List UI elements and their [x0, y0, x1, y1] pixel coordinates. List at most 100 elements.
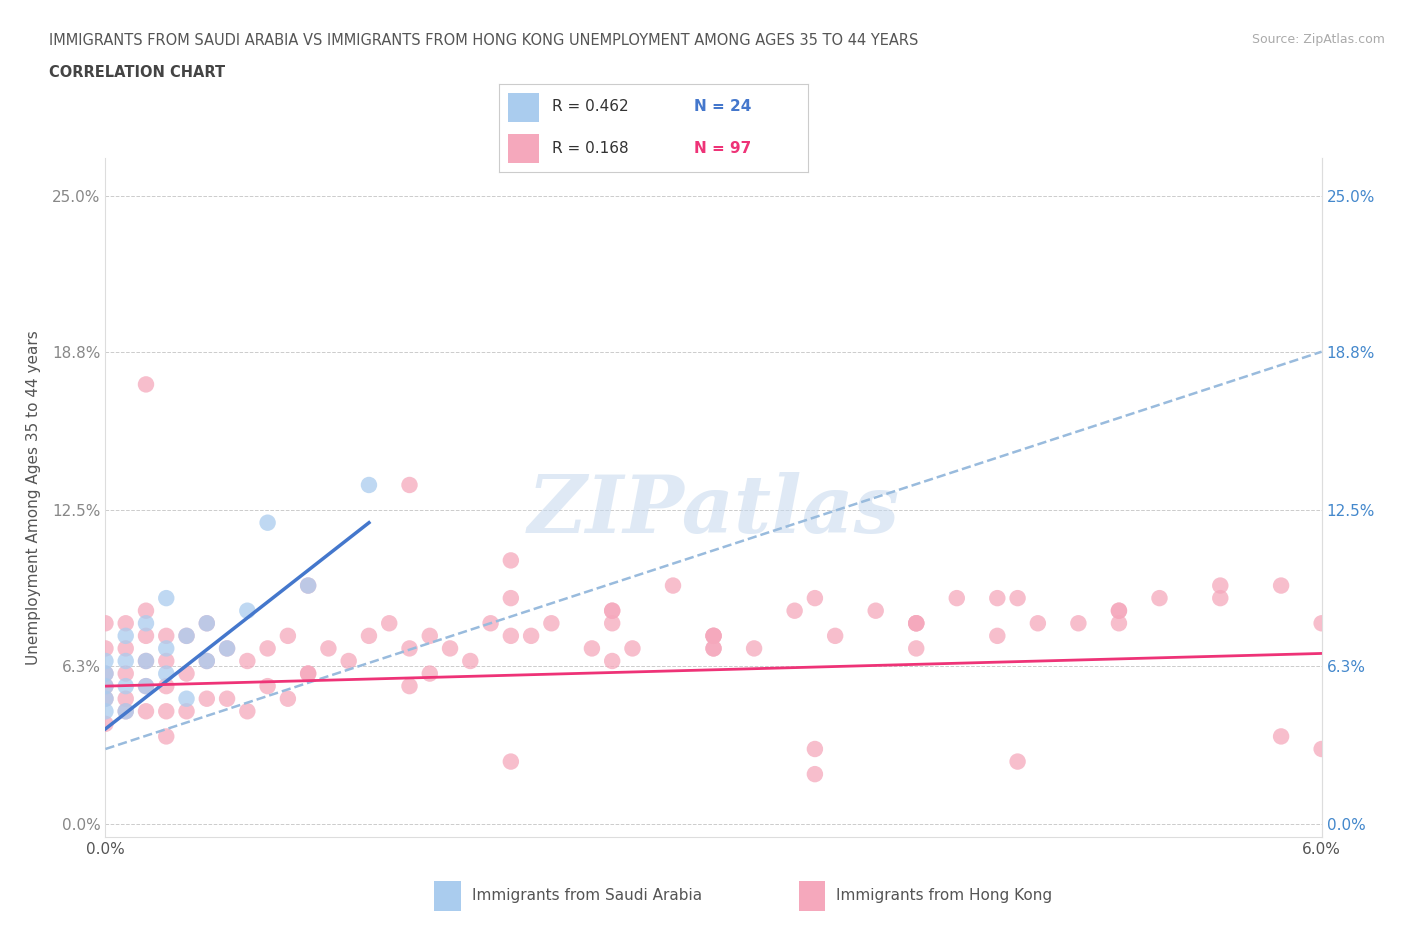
Point: [217, 691, 239, 706]
Point: [114, 654, 136, 669]
FancyBboxPatch shape: [509, 134, 540, 164]
Point: [702, 629, 725, 644]
Point: [905, 616, 928, 631]
Point: [419, 629, 441, 644]
Point: [217, 641, 239, 656]
Point: [1108, 604, 1130, 618]
Point: [176, 629, 198, 644]
Point: [114, 704, 136, 719]
Point: [195, 691, 218, 706]
Point: [1149, 591, 1171, 605]
Point: [94, 641, 117, 656]
Point: [155, 679, 177, 694]
Text: Immigrants from Saudi Arabia: Immigrants from Saudi Arabia: [471, 887, 702, 903]
Point: [581, 641, 603, 656]
Point: [499, 553, 522, 568]
Point: [499, 754, 522, 769]
FancyBboxPatch shape: [509, 93, 540, 122]
Point: [824, 629, 846, 644]
Point: [419, 666, 441, 681]
Point: [1108, 604, 1130, 618]
Point: [1108, 616, 1130, 631]
Point: [804, 766, 827, 781]
Point: [114, 691, 136, 706]
Point: [135, 654, 157, 669]
Point: [114, 666, 136, 681]
Point: [94, 691, 117, 706]
Point: [297, 666, 319, 681]
Point: [1270, 729, 1292, 744]
Text: CORRELATION CHART: CORRELATION CHART: [49, 65, 225, 80]
Point: [94, 716, 117, 731]
FancyBboxPatch shape: [799, 881, 825, 911]
Point: [783, 604, 806, 618]
Point: [986, 629, 1008, 644]
Point: [135, 679, 157, 694]
Point: [297, 666, 319, 681]
Point: [520, 629, 543, 644]
Text: R = 0.462: R = 0.462: [551, 100, 628, 114]
Point: [94, 616, 117, 631]
Point: [114, 679, 136, 694]
Point: [195, 616, 218, 631]
Point: [135, 629, 157, 644]
Point: [662, 578, 685, 593]
Y-axis label: Unemployment Among Ages 35 to 44 years: Unemployment Among Ages 35 to 44 years: [27, 330, 41, 665]
Point: [318, 641, 340, 656]
Point: [600, 654, 623, 669]
Point: [499, 591, 522, 605]
Point: [439, 641, 461, 656]
Point: [155, 591, 177, 605]
Point: [94, 654, 117, 669]
Point: [277, 691, 299, 706]
Point: [600, 616, 623, 631]
Point: [702, 629, 725, 644]
Point: [297, 578, 319, 593]
Point: [905, 641, 928, 656]
Point: [94, 679, 117, 694]
Point: [195, 654, 218, 669]
Point: [297, 578, 319, 593]
Point: [176, 691, 198, 706]
Point: [479, 616, 502, 631]
Point: [702, 641, 725, 656]
Point: [398, 679, 420, 694]
Point: [236, 704, 259, 719]
Point: [621, 641, 644, 656]
Point: [600, 604, 623, 618]
Point: [1209, 591, 1232, 605]
Point: [256, 515, 278, 530]
Point: [236, 604, 259, 618]
Point: [905, 616, 928, 631]
Point: [357, 477, 380, 492]
Point: [135, 654, 157, 669]
Point: [1007, 754, 1029, 769]
Point: [176, 704, 198, 719]
Point: [1270, 578, 1292, 593]
Point: [458, 654, 481, 669]
Point: [176, 666, 198, 681]
Point: [236, 654, 259, 669]
Point: [135, 604, 157, 618]
Point: [94, 691, 117, 706]
Point: [114, 641, 136, 656]
Point: [135, 616, 157, 631]
FancyBboxPatch shape: [434, 881, 461, 911]
Point: [702, 641, 725, 656]
Point: [499, 629, 522, 644]
Point: [114, 616, 136, 631]
Point: [357, 629, 380, 644]
Text: N = 24: N = 24: [695, 100, 751, 114]
Point: [945, 591, 967, 605]
Point: [804, 741, 827, 756]
Point: [155, 729, 177, 744]
Point: [195, 616, 218, 631]
Point: [256, 641, 278, 656]
Point: [905, 616, 928, 631]
Point: [114, 629, 136, 644]
Point: [94, 679, 117, 694]
Point: [94, 666, 117, 681]
Point: [277, 629, 299, 644]
Text: Source: ZipAtlas.com: Source: ZipAtlas.com: [1251, 33, 1385, 46]
Point: [135, 679, 157, 694]
